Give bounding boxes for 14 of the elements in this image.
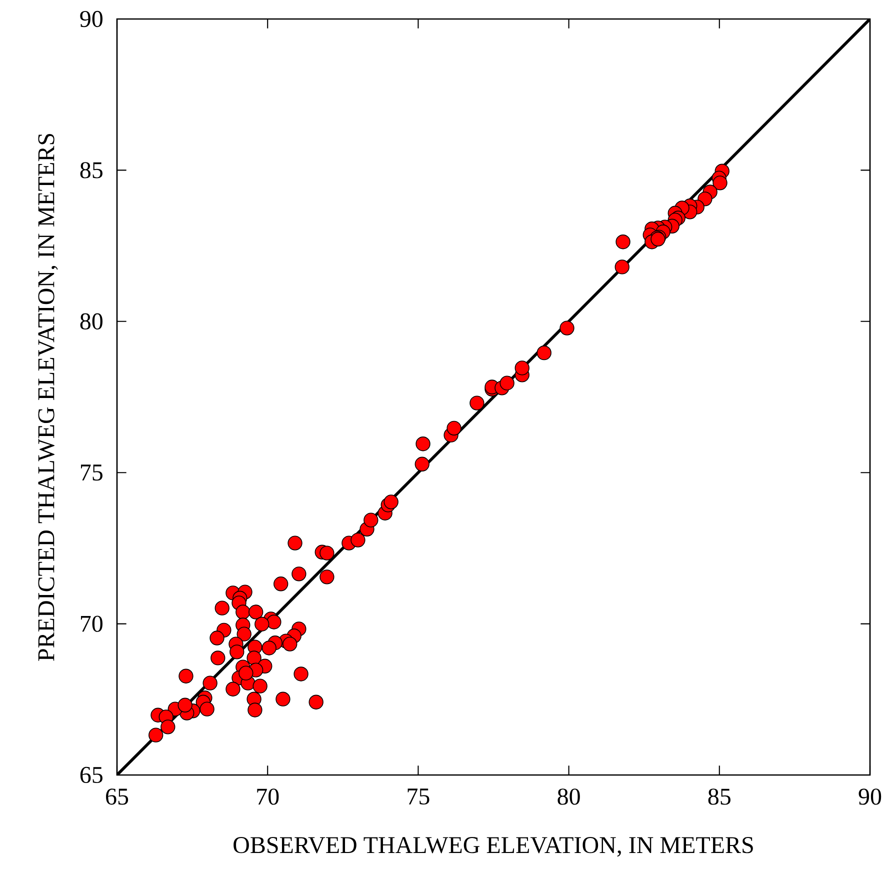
y-tick-label: 85 [80,162,102,178]
x-tick-label: 80 [558,788,580,805]
x-tick-label: 70 [257,788,279,805]
y-tick-label: 75 [80,464,102,481]
y-tick-label: 65 [80,766,102,784]
x-tick-label: 90 [858,788,882,805]
x-tick-label: 65 [106,788,128,805]
y-tick-label: 80 [80,313,102,330]
x-tick-label: 85 [708,788,730,805]
y-tick-label: 70 [80,616,102,632]
x-tick-label: 75 [408,788,430,805]
x-axis-title: OBSERVED THALWEG ELEVATION, IN METERS [234,837,753,857]
y-axis-title: PREDICTED THALWEG ELEVATION, IN METERS [38,134,58,661]
y-tick-label: 90 [80,10,102,28]
